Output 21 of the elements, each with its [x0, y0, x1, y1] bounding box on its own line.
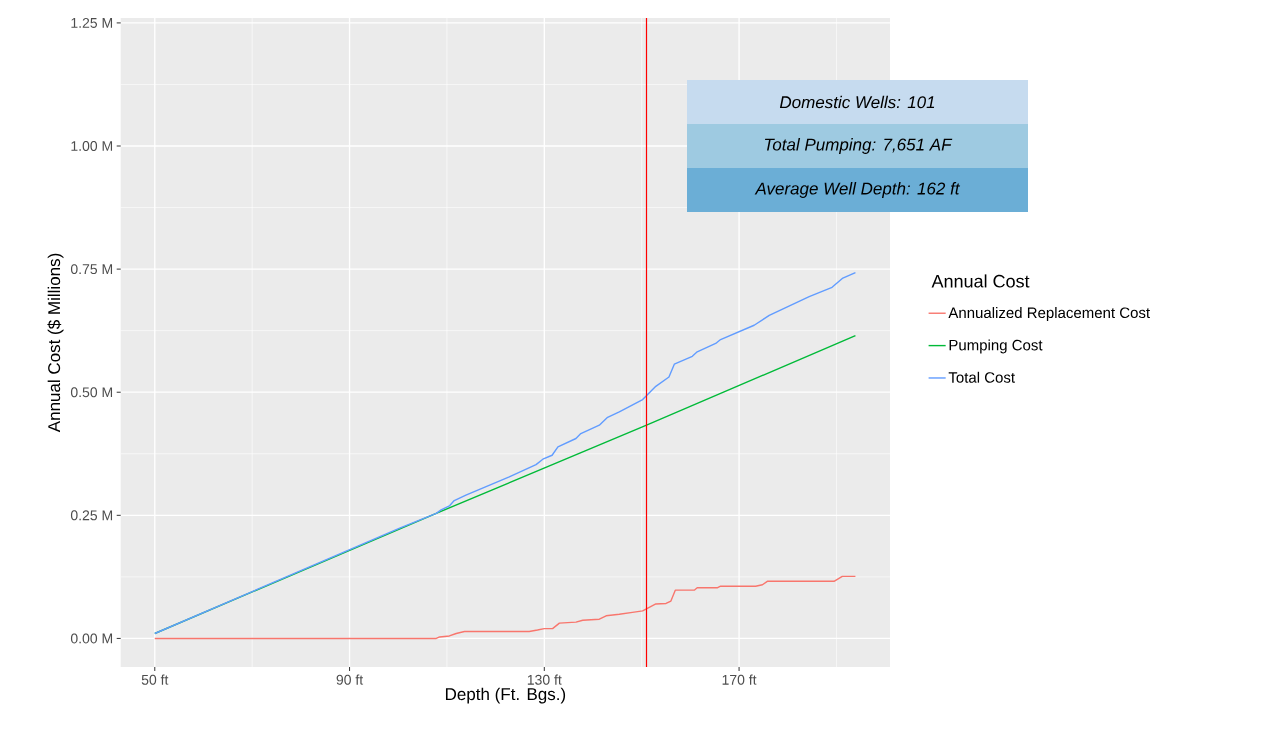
y-tick-label: 1.25 M [71, 17, 113, 28]
legend-title: Annual Cost [931, 274, 1030, 288]
line-series [154, 271, 857, 635]
legend-label: Annualized Replacement Cost [948, 307, 1150, 322]
legend-label: Total Cost [948, 371, 1015, 383]
y-tick-label: 0.00 M [70, 633, 113, 644]
annotation: Total Pumping: 7,651 AF [765, 138, 953, 154]
x-tick-label: 130 ft [527, 674, 562, 685]
y-tick-label: 0.75 M [70, 264, 113, 275]
x-tick-label: 90 ft [336, 674, 364, 685]
legend-label: Pumping Cost [949, 339, 1043, 354]
line-series [154, 575, 857, 640]
x-axis-title: Depth (Ft. Bgs.) [445, 687, 566, 704]
x-tick-label: 50 ft [141, 674, 169, 685]
y-tick-label: 1.00 M [71, 141, 113, 151]
y-tick-label: 0.50 M [70, 387, 113, 398]
y-axis-title: Annual Cost ($ Millions) [47, 253, 64, 433]
annotation: Domestic Wells: 101 [779, 95, 935, 109]
x-tick-label: 170 ft [722, 674, 757, 685]
y-tick-label: 0.25 M [70, 510, 113, 521]
annotation: Average Well Depth: 162 ft [754, 182, 961, 198]
